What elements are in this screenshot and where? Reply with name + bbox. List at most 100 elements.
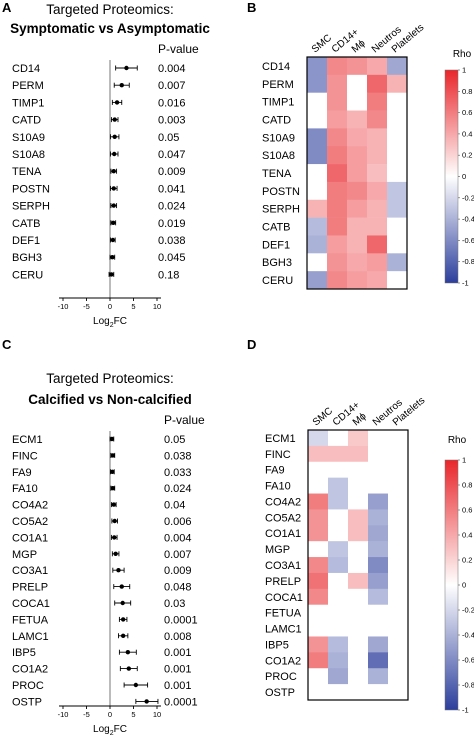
x-tick-label: -5 <box>83 710 90 719</box>
chart-subtitle: Symptomatic vs Asymptomatic <box>10 21 210 36</box>
heatmap-cell <box>387 57 408 76</box>
pvalue-label: 0.041 <box>158 183 186 195</box>
heatmap-cell <box>388 604 409 621</box>
heatmap-cell <box>307 92 328 111</box>
forest-plot-c: C Targeted Proteomics: Calcified vs Non-ca… <box>2 337 205 736</box>
protein-label: CO5A2 <box>12 516 48 528</box>
pvalue-label: 0.004 <box>158 63 186 75</box>
effect-point <box>124 65 129 71</box>
panel-letter-c: C <box>2 337 12 352</box>
row-label: CERU <box>262 275 293 287</box>
heatmap-cell <box>368 684 389 701</box>
x-axis-label-tail: FC <box>114 724 127 735</box>
heatmap-cell <box>308 652 329 669</box>
heatmap-cell <box>307 146 328 165</box>
protein-label: TIMP1 <box>12 97 44 109</box>
pvalue-label: 0.04 <box>164 500 185 512</box>
heatmap-cell <box>347 271 368 290</box>
heatmap-cell <box>328 541 349 558</box>
protein-label: LAMC1 <box>12 631 49 643</box>
colorbar-tick-label: 0 <box>462 581 466 590</box>
protein-label: BGH3 <box>12 252 42 264</box>
heatmap-cell <box>348 461 369 478</box>
heatmap-cell <box>367 92 388 111</box>
pvalue-header: P-value <box>164 413 205 427</box>
heatmap-cell <box>387 253 408 272</box>
heatmap-cell <box>368 668 389 685</box>
heatmap-cell <box>367 164 388 183</box>
heatmap-cell <box>307 271 328 290</box>
x-axis-label-subscript: 2 <box>110 322 114 329</box>
effect-point <box>125 650 131 655</box>
row-label: DEF1 <box>262 239 290 251</box>
colorbar-tick-label: -0.2 <box>462 606 474 615</box>
pvalue-header: P-value <box>158 42 199 56</box>
heatmap-cell <box>367 57 388 76</box>
pvalue-label: 0.0001 <box>164 696 198 708</box>
heatmap-cell <box>347 128 368 147</box>
heatmap-cell <box>327 164 348 183</box>
panel-letter-b: B <box>247 0 256 15</box>
row-label: COCA1 <box>265 592 303 604</box>
pvalue-label: 0.016 <box>158 97 186 109</box>
heatmap-cell <box>348 541 369 558</box>
x-tick-label: -10 <box>58 710 69 719</box>
effect-point <box>110 453 116 458</box>
colorbar-title: Rho <box>453 49 472 60</box>
pvalue-label: 0.009 <box>164 565 192 577</box>
heatmap-cell <box>348 445 369 463</box>
column-label: SMC <box>310 33 334 56</box>
heatmap-cell <box>328 668 349 685</box>
heatmap-cell <box>348 588 369 606</box>
heatmap-cell <box>307 57 328 76</box>
protein-label: FA9 <box>12 467 32 479</box>
row-label: LAMC1 <box>265 624 302 636</box>
x-tick-label: 10 <box>153 302 161 311</box>
heatmap-cell <box>348 684 369 701</box>
row-label: FETUA <box>265 608 302 620</box>
pvalue-label: 0.004 <box>164 532 192 544</box>
heatmap-cell <box>367 110 388 129</box>
effect-point <box>111 203 116 208</box>
heatmap-cell <box>328 461 349 478</box>
row-label: PRELP <box>265 576 301 588</box>
heatmap-cell <box>367 217 388 236</box>
heatmap-cell <box>308 430 329 447</box>
effect-point <box>110 237 116 243</box>
colorbar-tick-label: 0.4 <box>462 129 472 138</box>
heatmap-cell <box>307 235 328 254</box>
protein-label: COCA1 <box>12 598 50 610</box>
heatmap-cell <box>367 199 388 218</box>
effect-point <box>112 134 117 139</box>
effect-point <box>116 568 121 573</box>
pvalue-label: 0.009 <box>158 166 186 178</box>
row-label: PERM <box>262 79 294 91</box>
protein-label: PRELP <box>12 582 48 594</box>
row-label: OSTP <box>265 687 295 699</box>
heatmap-cell <box>347 92 368 111</box>
effect-point <box>126 666 131 671</box>
heatmap-cell <box>368 652 389 669</box>
protein-label: CATD <box>12 115 41 127</box>
heatmap-cell <box>328 557 349 574</box>
effect-point <box>112 535 117 540</box>
heatmap-cell <box>367 181 388 201</box>
heatmap-cell <box>307 164 328 183</box>
heatmap-cell <box>308 588 329 606</box>
heatmap-cell <box>308 525 329 542</box>
heatmap-cell <box>327 57 348 76</box>
protein-label: POSTN <box>12 183 50 195</box>
heatmap-cell <box>348 525 369 542</box>
pvalue-label: 0.024 <box>164 483 192 495</box>
heatmap-cell <box>327 128 348 147</box>
pvalue-label: 0.05 <box>158 132 179 144</box>
x-tick-label: 0 <box>108 302 112 311</box>
heatmap-cell <box>388 541 409 558</box>
chart-title: Targeted Proteomics: <box>46 2 174 17</box>
heatmap-cell <box>388 557 409 574</box>
colorbar-tick-label: 0.2 <box>462 556 472 565</box>
heatmap-cell <box>328 525 349 542</box>
row-label: ECM1 <box>265 433 296 445</box>
